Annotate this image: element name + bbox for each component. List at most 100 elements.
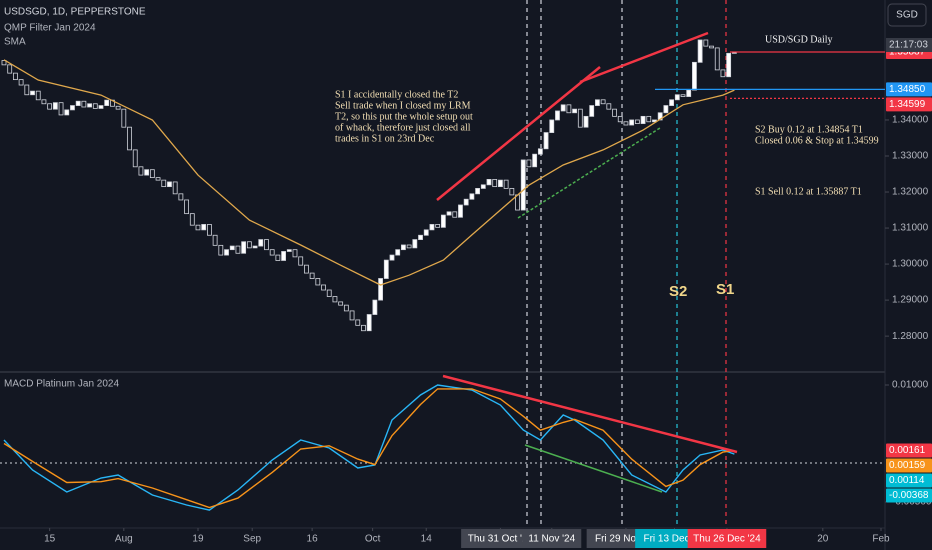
x-tick-label: 15 (44, 534, 56, 545)
candle (686, 89, 692, 97)
annotation: T2, so this put the whole setup out (335, 111, 473, 122)
candle (423, 229, 429, 236)
candle (195, 224, 201, 231)
candle (372, 299, 378, 315)
candle (674, 94, 680, 101)
candle (378, 278, 383, 301)
annotation: S1 I accidentally closed the T2 (335, 89, 458, 100)
candle (58, 102, 64, 116)
candle (509, 188, 515, 196)
candle (361, 324, 366, 332)
price-box (886, 82, 932, 97)
candle (7, 64, 13, 74)
candle (30, 90, 35, 96)
candle (458, 204, 463, 218)
candle (92, 103, 98, 109)
trend-lines (436, 31, 738, 493)
candle (669, 99, 674, 106)
candle (515, 194, 520, 211)
price-box-label: 0.00159 (889, 460, 926, 471)
candle (395, 249, 401, 256)
candle (178, 193, 184, 201)
candle (207, 224, 212, 236)
price-box-label: 1.35887 (889, 47, 926, 58)
x-tick-label: 16 (307, 534, 319, 545)
symbol-title: USDSGD, 1D, PEPPERSTONE (4, 7, 146, 18)
x-tick-label: Feb (872, 534, 890, 545)
candle (264, 239, 269, 251)
candle (412, 239, 418, 249)
candle (720, 69, 726, 78)
candle (440, 214, 446, 228)
x-tick-highlight (461, 529, 540, 548)
x-tick-label: 11 Nov '24 (528, 534, 575, 545)
currency-label[interactable]: SGD (896, 10, 918, 21)
candle (64, 109, 70, 116)
candle (566, 104, 572, 114)
candle (486, 179, 492, 186)
candle (617, 115, 623, 123)
candle (75, 100, 81, 106)
chart-annotation-title: USD/SGD Daily (765, 34, 833, 45)
y-tick-label: 1.31000 (892, 223, 929, 234)
candle (18, 79, 24, 86)
candle (577, 108, 583, 128)
candle (224, 249, 229, 256)
y-tick-label: 0.01000 (892, 380, 929, 391)
candle (269, 249, 275, 256)
candle (703, 39, 709, 47)
candle (714, 47, 720, 71)
candle (304, 264, 309, 274)
candle (235, 245, 241, 254)
session-label: S2 (669, 283, 687, 300)
candle (184, 199, 189, 215)
candle (286, 249, 292, 252)
candle (435, 224, 441, 228)
candle (709, 45, 714, 49)
candle (663, 105, 669, 114)
candle (155, 177, 161, 181)
sma-line (3, 59, 735, 286)
macd-line (3, 388, 735, 509)
macd-support-line (524, 444, 663, 493)
candle (560, 104, 566, 112)
annotation: Closed 0.06 & Stop at 1.34599 (755, 135, 879, 146)
macd-title: MACD Platinum Jan 2024 (4, 379, 119, 390)
candle (87, 103, 92, 108)
y-tick-label: 1.33000 (892, 151, 929, 162)
macd-line (3, 384, 735, 511)
candle (355, 319, 361, 326)
plot-layer (0, 39, 885, 511)
candle (309, 272, 315, 279)
candle (697, 39, 703, 63)
x-tick-label: Thu 31 Oct '24 (468, 534, 534, 545)
candle (138, 166, 144, 176)
candle (480, 184, 486, 189)
candle (172, 181, 178, 195)
candle (241, 241, 247, 254)
candle (555, 110, 560, 121)
candle (600, 99, 606, 105)
candle (167, 181, 172, 188)
candle (366, 314, 372, 332)
price-box (886, 488, 932, 503)
candle (218, 244, 224, 256)
price-box (886, 458, 932, 473)
price-box (886, 443, 932, 458)
candle (383, 259, 389, 279)
candle (492, 179, 498, 188)
session-label: S1 (716, 281, 734, 298)
y-tick-label: 1.29000 (892, 295, 929, 306)
candle (634, 119, 640, 124)
candle (281, 251, 286, 261)
currency-button[interactable] (887, 3, 927, 27)
candle (292, 249, 298, 258)
price-box-label: 0.00161 (889, 445, 926, 456)
candle (503, 179, 509, 189)
candle (452, 211, 458, 218)
candle (252, 245, 258, 249)
candle (389, 254, 395, 261)
candle (332, 296, 338, 303)
